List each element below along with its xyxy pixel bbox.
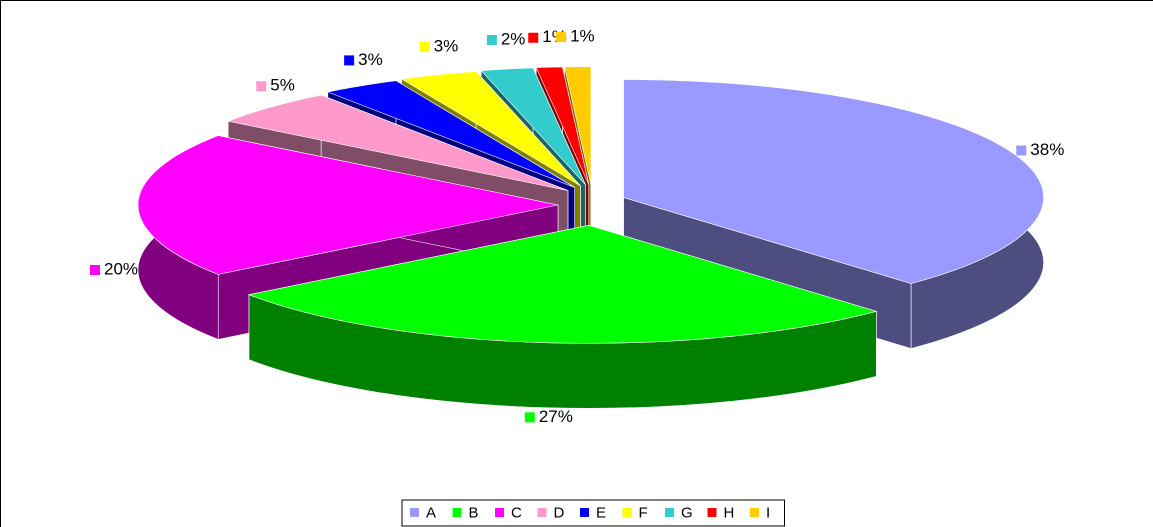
slice	[227, 94, 569, 191]
slice	[480, 67, 586, 186]
legend-swatch	[452, 508, 462, 517]
legend-label: G	[681, 504, 693, 521]
data-label: 5%	[270, 76, 295, 95]
data-label: 20%	[104, 259, 138, 278]
legend-label: F	[639, 504, 648, 521]
data-label: 1%	[570, 27, 595, 46]
legend-label: A	[426, 504, 436, 521]
legend-swatch	[665, 508, 674, 517]
slice	[137, 135, 559, 275]
legend-label: B	[469, 504, 479, 521]
data-label: 38%	[1030, 140, 1064, 159]
data-label: 2%	[501, 29, 526, 48]
legend-swatch	[580, 508, 589, 517]
slice	[623, 79, 1044, 284]
legend-swatch	[537, 508, 547, 517]
legend-swatch	[410, 508, 419, 517]
label-marker	[528, 32, 539, 43]
legend-label: D	[554, 504, 565, 521]
legend-box	[401, 499, 785, 527]
label-marker	[419, 41, 430, 52]
slice	[247, 224, 878, 344]
data-label: 27%	[539, 407, 573, 426]
legend-label: E	[596, 504, 606, 521]
legend-swatch	[750, 508, 759, 517]
legend-swatch	[707, 508, 717, 517]
data-label: 3%	[434, 36, 459, 55]
legend-label: I	[766, 504, 770, 521]
label-marker	[1016, 145, 1027, 156]
slice	[564, 66, 592, 185]
label-marker	[344, 55, 355, 66]
slice	[535, 66, 590, 185]
legend-swatch	[622, 508, 632, 517]
label-marker	[486, 34, 497, 45]
label-marker	[256, 81, 267, 92]
label-marker	[524, 412, 535, 423]
data-label: 3%	[358, 50, 383, 69]
slice	[400, 71, 581, 187]
legend-label: H	[724, 504, 735, 521]
slice	[326, 80, 575, 188]
label-marker	[90, 265, 100, 275]
legend-swatch	[495, 508, 504, 517]
label-marker	[556, 32, 567, 43]
legend-label: C	[511, 504, 522, 521]
